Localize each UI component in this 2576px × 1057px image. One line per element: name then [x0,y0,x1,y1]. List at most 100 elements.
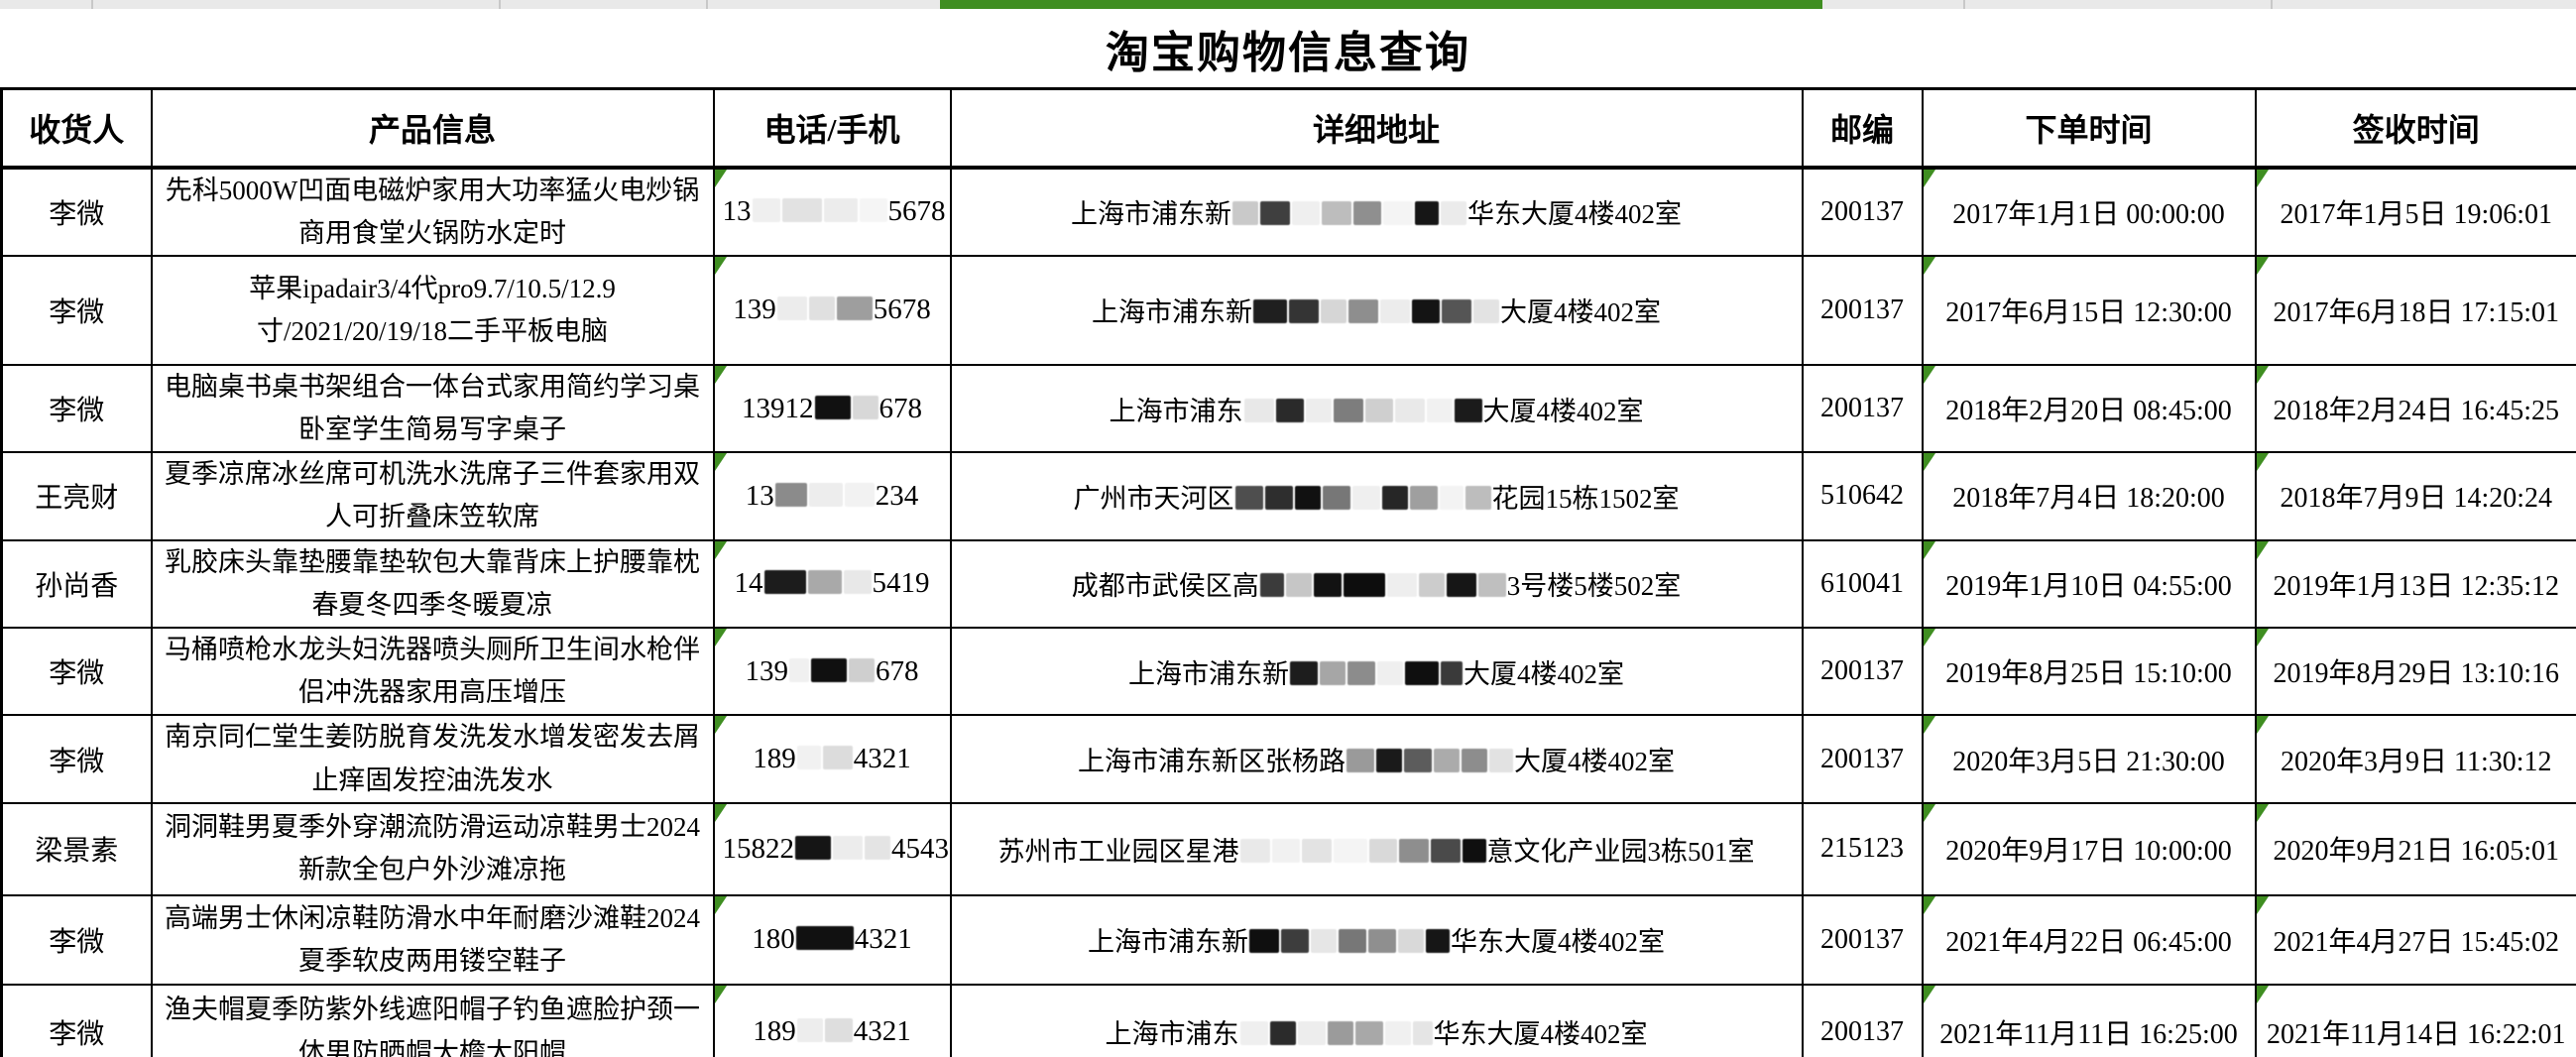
redaction-mask [1386,573,1417,598]
cell-postal[interactable]: 215123 [1801,801,1924,896]
redacted-text-suffix: 华东大厦4楼402室 [1433,1018,1648,1049]
redaction-mask [1321,299,1347,324]
cell-product[interactable]: 苹果ipadair3/4代pro9.7/10.5/12.9寸/2021/20/1… [150,254,715,366]
cell-sign-time[interactable]: 2021年11月14日 16:22:01 [2254,983,2576,1057]
redaction-mask [1364,398,1393,422]
cell-sign-time[interactable]: 2021年4月27日 15:45:02 [2254,893,2576,986]
cell-phone[interactable]: 189 4321 [712,714,952,804]
cell-receiver[interactable]: 李微 [0,714,153,804]
cell-address[interactable]: 上海市浦东 大厦4楼402室 [949,363,1804,454]
cell-product[interactable]: 高端男士休闲凉鞋防滑水中年耐磨沙滩鞋2024夏季软皮两用镂空鞋子 [150,893,715,986]
cell-sign-time[interactable]: 2020年3月9日 11:30:12 [2254,714,2576,804]
cell-sign-time[interactable]: 2020年9月21日 16:05:01 [2254,801,2576,896]
redaction-mask [1441,660,1463,685]
redacted-text-suffix: 大厦4楼402室 [1464,658,1624,689]
cell-postal[interactable]: 200137 [1801,714,1924,804]
cell-order-time[interactable]: 2019年8月25日 15:10:00 [1921,626,2257,717]
cell-receiver[interactable]: 孙尚香 [0,538,153,630]
table-row: 王亮财 夏季凉席冰丝席可机洗水洗席子三件套家用双人可折叠床笠软席 13 234 广州市天… [0,451,2576,541]
cell-product[interactable]: 乳胶床头靠垫腰靠垫软包大靠背床上护腰靠枕春夏冬四季冬暖夏凉 [150,538,715,630]
cell-postal[interactable]: 200137 [1801,363,1924,454]
cell-address[interactable]: 上海市浦东 华东大厦4楼402室 [949,983,1804,1057]
cell-phone[interactable]: 189 4321 [712,983,952,1057]
cell-order-time[interactable]: 2020年9月17日 10:00:00 [1921,801,2257,896]
cell-product[interactable]: 先科5000W凹面电磁炉家用大功率猛火电炒锅商用食堂火锅防水定时 [150,166,715,257]
column-header-receiver[interactable]: 收货人 [0,87,153,170]
cell-order-time[interactable]: 2019年1月10日 04:55:00 [1921,538,2257,630]
column-header-address[interactable]: 详细地址 [949,87,1804,170]
cell-product[interactable]: 南京同仁堂生姜防脱育发洗发水增发密发去屑止痒固发控油洗发水 [150,714,715,804]
column-header-product[interactable]: 产品信息 [150,87,715,170]
cell-postal[interactable]: 510642 [1801,451,1924,541]
column-header-order_time[interactable]: 下单时间 [1921,87,2257,170]
redaction-mask [814,395,851,419]
redaction-mask [1398,838,1429,863]
cell-receiver[interactable]: 李微 [0,166,153,257]
redacted-text-prefix: 上海市浦东 [1109,396,1243,426]
cell-sign-time[interactable]: 2018年7月9日 14:20:24 [2254,451,2576,541]
cell-order-time[interactable]: 2017年1月1日 00:00:00 [1921,166,2257,257]
cell-order-time[interactable]: 2018年7月4日 18:20:00 [1921,451,2257,541]
cell-phone[interactable]: 13 234 [712,451,952,541]
sheet-title[interactable]: 淘宝购物信息查询 [1106,28,1470,77]
cell-receiver[interactable]: 李微 [0,626,153,717]
cell-phone[interactable]: 15822 4543 [712,801,952,896]
cell-order-time[interactable]: 2021年11月11日 16:25:00 [1921,983,2257,1057]
cell-address[interactable]: 成都市武侯区高 3号楼5楼502室 [949,538,1804,630]
redacted-text-prefix: 上海市浦东新 [1088,927,1248,958]
error-flag-icon [715,454,727,472]
cell-postal[interactable]: 200137 [1801,254,1924,366]
redaction-mask [1243,398,1274,422]
cell-receiver[interactable]: 李微 [0,254,153,366]
cell-postal[interactable]: 200137 [1801,626,1924,717]
redacted-text-suffix: 大厦4楼402室 [1500,297,1661,328]
cell-phone[interactable]: 13 5678 [712,166,952,257]
redaction-mask [1239,1020,1268,1045]
redacted-text-suffix: 4321 [853,743,911,775]
cell-sign-time[interactable]: 2019年8月29日 13:10:16 [2254,626,2576,717]
cell-address[interactable]: 上海市浦东新 华东大厦4楼402室 [949,166,1804,257]
cell-sign-time[interactable]: 2018年2月24日 16:45:25 [2254,363,2576,454]
cell-sign-time[interactable]: 2017年1月5日 19:06:01 [2254,166,2576,257]
cell-product[interactable]: 电脑桌书桌书架组合一体台式家用简约学习桌卧室学生简易写字桌子 [150,363,715,454]
cell-sign-time[interactable]: 2019年1月13日 12:35:12 [2254,538,2576,630]
cell-address[interactable]: 苏州市工业园区星港 意文化产业园3栋501室 [949,801,1804,896]
redacted-text-suffix: 花园15栋1502室 [1491,483,1680,514]
cell-receiver[interactable]: 李微 [0,983,153,1057]
table-row: 李微 高端男士休闲凉鞋防滑水中年耐磨沙滩鞋2024夏季软皮两用镂空鞋子 180 432… [0,893,2576,986]
cell-address[interactable]: 上海市浦东新 大厦4楼402室 [949,626,1804,717]
cell-order-time[interactable]: 2018年2月20日 08:45:00 [1921,363,2257,454]
cell-receiver[interactable]: 王亮财 [0,451,153,541]
cell-order-time[interactable]: 2021年4月22日 06:45:00 [1921,893,2257,986]
redaction-mask [1234,485,1263,510]
cell-postal[interactable]: 200137 [1801,893,1924,986]
cell-sign-time[interactable]: 2017年6月18日 17:15:01 [2254,254,2576,366]
cell-phone[interactable]: 139 5678 [712,254,952,366]
cell-product[interactable]: 渔夫帽夏季防紫外线遮阳帽子钓鱼遮脸护颈一体男防晒帽大檐太阳帽 [150,983,715,1057]
cell-product[interactable]: 洞洞鞋男夏季外穿潮流防滑运动凉鞋男士2024新款全包户外沙滩凉拖 [150,801,715,896]
cell-order-time[interactable]: 2020年3月5日 21:30:00 [1921,714,2257,804]
redaction-mask [1351,485,1380,510]
cell-product[interactable]: 马桶喷枪水龙头妇洗器喷头厕所卫生间水枪伴侣冲洗器家用高压增压 [150,626,715,717]
cell-phone[interactable]: 14 5419 [712,538,952,630]
cell-address[interactable]: 广州市天河区 花园15栋1502室 [949,451,1804,541]
cell-receiver[interactable]: 李微 [0,363,153,454]
column-header-phone[interactable]: 电话/手机 [712,87,952,170]
cell-phone[interactable]: 13912 678 [712,363,952,454]
cell-postal[interactable]: 200137 [1801,983,1924,1057]
redaction-mask [1348,299,1378,324]
cell-order-time[interactable]: 2017年6月15日 12:30:00 [1921,254,2257,366]
cell-phone[interactable]: 139 678 [712,626,952,717]
column-header-postal[interactable]: 邮编 [1801,87,1924,170]
cell-address[interactable]: 上海市浦东新区张杨路 大厦4楼402室 [949,714,1804,804]
cell-postal[interactable]: 200137 [1801,166,1924,257]
cell-receiver[interactable]: 李微 [0,893,153,986]
cell-product[interactable]: 夏季凉席冰丝席可机洗水洗席子三件套家用双人可折叠床笠软席 [150,451,715,541]
cell-phone[interactable]: 180 4321 [712,893,952,986]
cell-receiver[interactable]: 梁景素 [0,801,153,896]
cell-address[interactable]: 上海市浦东新 华东大厦4楼402室 [949,893,1804,986]
error-flag-icon [2257,717,2269,735]
cell-postal[interactable]: 610041 [1801,538,1924,630]
column-header-sign_time[interactable]: 签收时间 [2254,87,2576,170]
cell-address[interactable]: 上海市浦东新 大厦4楼402室 [949,254,1804,366]
